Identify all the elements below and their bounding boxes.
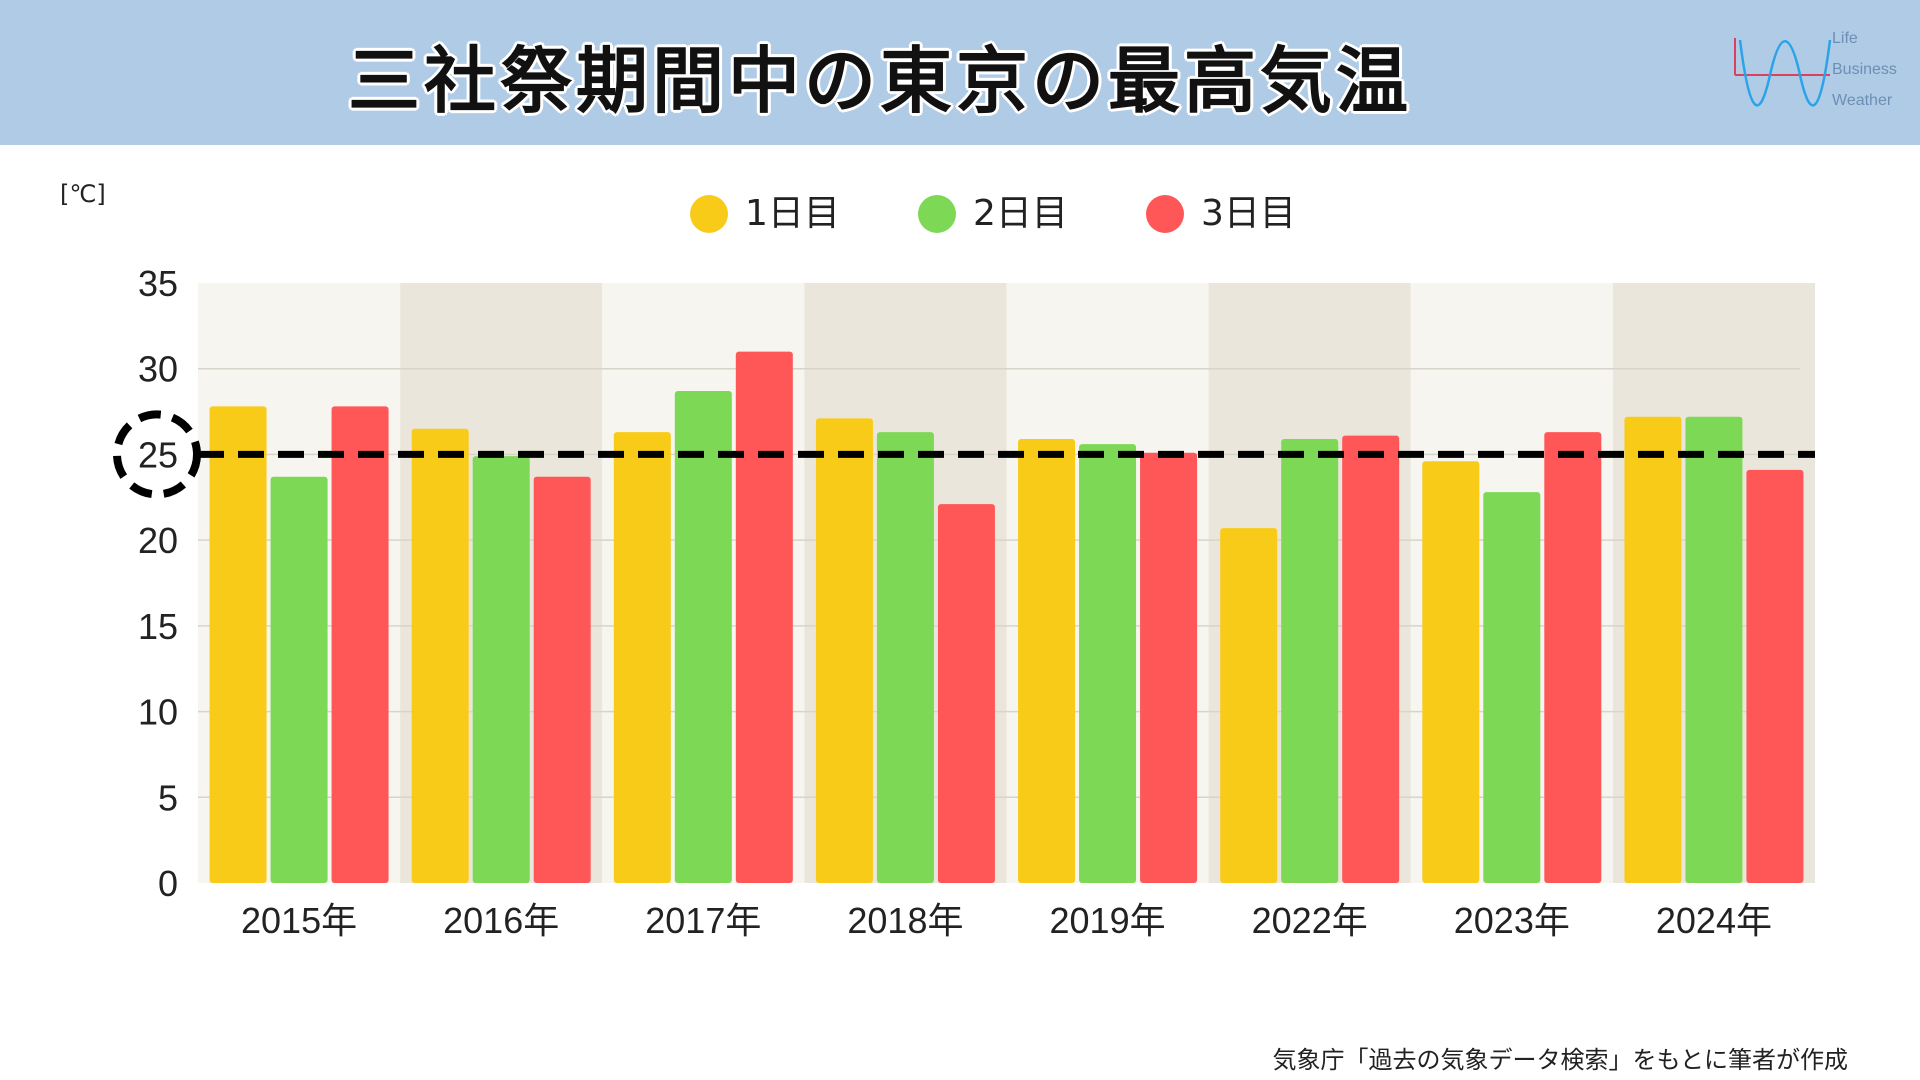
legend-swatch-day3 (1146, 195, 1184, 233)
bar-day1 (209, 406, 267, 883)
source-note: 気象庁「過去の気象データ検索」をもとに筆者が作成 (1272, 1046, 1848, 1074)
y-axis-unit: [℃] (60, 180, 106, 208)
bar-day3 (533, 476, 591, 883)
x-tick-label: 2015年 (241, 900, 357, 941)
y-tick-label: 10 (138, 692, 178, 733)
legend-label-day1: 1日目 (745, 193, 840, 234)
x-tick-label: 2016年 (443, 900, 559, 941)
bar-chart: 0 5 10 15 20 25 30 35 2015年 2016年 2017年 2018年 2019年 2… (113, 263, 1815, 941)
y-tick-label: 20 (138, 520, 178, 561)
y-tick-label: 0 (158, 863, 178, 904)
y-tick-label: 5 (158, 777, 178, 818)
logo-text-life: Life (1832, 30, 1858, 47)
x-tick-label: 2023年 (1454, 900, 1570, 941)
legend-swatch-day2 (918, 195, 956, 233)
bar-day2 (876, 432, 934, 883)
x-tick-label: 2022年 (1252, 900, 1368, 941)
bar-day2 (1079, 444, 1137, 883)
bar-day3 (937, 504, 995, 883)
logo-text-business: Business (1832, 61, 1897, 78)
x-tick-label: 2024年 (1656, 900, 1772, 941)
bar-day1 (411, 428, 469, 883)
y-tick-label: 25 (138, 434, 178, 475)
bar-day2 (674, 391, 732, 883)
bar-day2 (472, 456, 530, 883)
bar-day3 (1342, 435, 1400, 883)
bar-day1 (1018, 439, 1076, 883)
bar-day2 (1685, 416, 1743, 883)
bar-day3 (1746, 469, 1804, 883)
bar-day3 (1140, 452, 1198, 883)
header-bar: 三社祭期間中の東京の最高気温 Life Business Weather (0, 0, 1920, 145)
page-title: 三社祭期間中の東京の最高気温 (347, 39, 1412, 123)
bar-day2 (270, 476, 328, 883)
legend-label-day2: 2日目 (973, 193, 1068, 234)
x-tick-label: 2018年 (847, 900, 963, 941)
highlight-circle-25 (113, 410, 201, 499)
legend-swatch-day1 (690, 195, 728, 233)
bar-day1 (1624, 416, 1682, 883)
y-tick-label: 30 (138, 349, 178, 390)
bar-day3 (331, 406, 389, 883)
legend-label-day3: 3日目 (1201, 193, 1296, 234)
y-tick-label: 15 (138, 606, 178, 647)
x-tick-label: 2017年 (645, 900, 761, 941)
bar-day2 (1483, 492, 1541, 883)
bar-day1 (613, 432, 671, 883)
logo-wave-icon (1734, 38, 1832, 107)
bar-day2 (1281, 439, 1339, 883)
logo-text-weather: Weather (1832, 92, 1893, 109)
y-tick-label: 35 (138, 263, 178, 304)
bar-day3 (1544, 432, 1602, 883)
bar-day1 (1422, 461, 1480, 883)
bar-day1 (815, 418, 873, 883)
bar-day3 (735, 351, 793, 884)
x-tick-label: 2019年 (1050, 900, 1166, 941)
bar-day1 (1220, 528, 1278, 883)
